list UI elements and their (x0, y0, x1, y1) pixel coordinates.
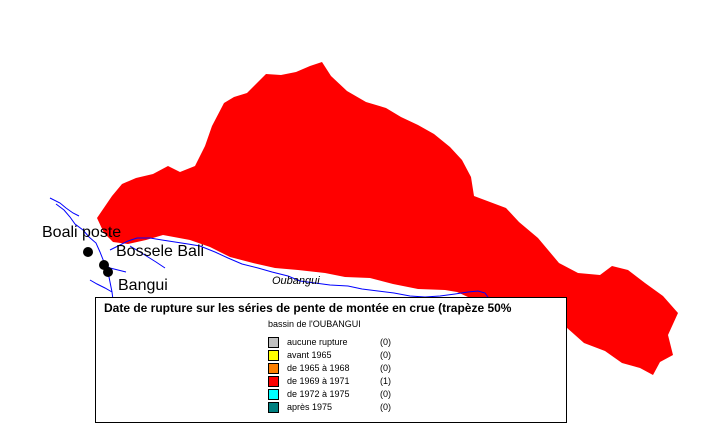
station-label-boali-poste: Boali poste (42, 224, 122, 241)
oubangui-basin (97, 62, 678, 375)
legend-item-count: (1) (380, 376, 391, 386)
river-tributary-c (89, 279, 113, 293)
legend-title: Date de rupture sur les séries de pente … (104, 301, 512, 315)
legend-item-label: de 1965 à 1968 (287, 363, 350, 373)
legend-item-label: aucune rupture (287, 337, 348, 347)
legend-item-label: avant 1965 (287, 350, 332, 360)
legend-swatch (268, 363, 279, 374)
river-label-oubangui: Oubangui (272, 275, 320, 287)
station-bangui-marker (103, 267, 113, 277)
legend-item-label: de 1972 à 1975 (287, 389, 350, 399)
legend-swatch (268, 350, 279, 361)
station-label-bossele-bali: Bossele Bali (116, 243, 205, 260)
legend-swatch (268, 376, 279, 387)
legend-swatch (268, 389, 279, 400)
river-tributary-a (129, 245, 166, 269)
legend-item-count: (0) (380, 350, 391, 360)
river-mbali (49, 197, 80, 217)
river-oubangui (55, 203, 114, 301)
station-label-bangui: Bangui (118, 277, 168, 294)
legend-item-count: (0) (380, 389, 391, 399)
legend-item-count: (0) (380, 402, 391, 412)
legend-item-label: de 1969 à 1971 (287, 376, 350, 386)
legend-item-count: (0) (380, 363, 391, 373)
legend-swatch (268, 337, 279, 348)
legend-subtitle: bassin de l'OUBANGUI (268, 319, 361, 329)
legend-item-label: après 1975 (287, 402, 333, 412)
legend-box: Date de rupture sur les séries de pente … (95, 297, 567, 423)
station-markers (83, 247, 113, 277)
legend-swatch (268, 402, 279, 413)
river-upper (109, 237, 491, 301)
legend-item-count: (0) (380, 337, 391, 347)
station-boali-poste-marker (83, 247, 93, 257)
